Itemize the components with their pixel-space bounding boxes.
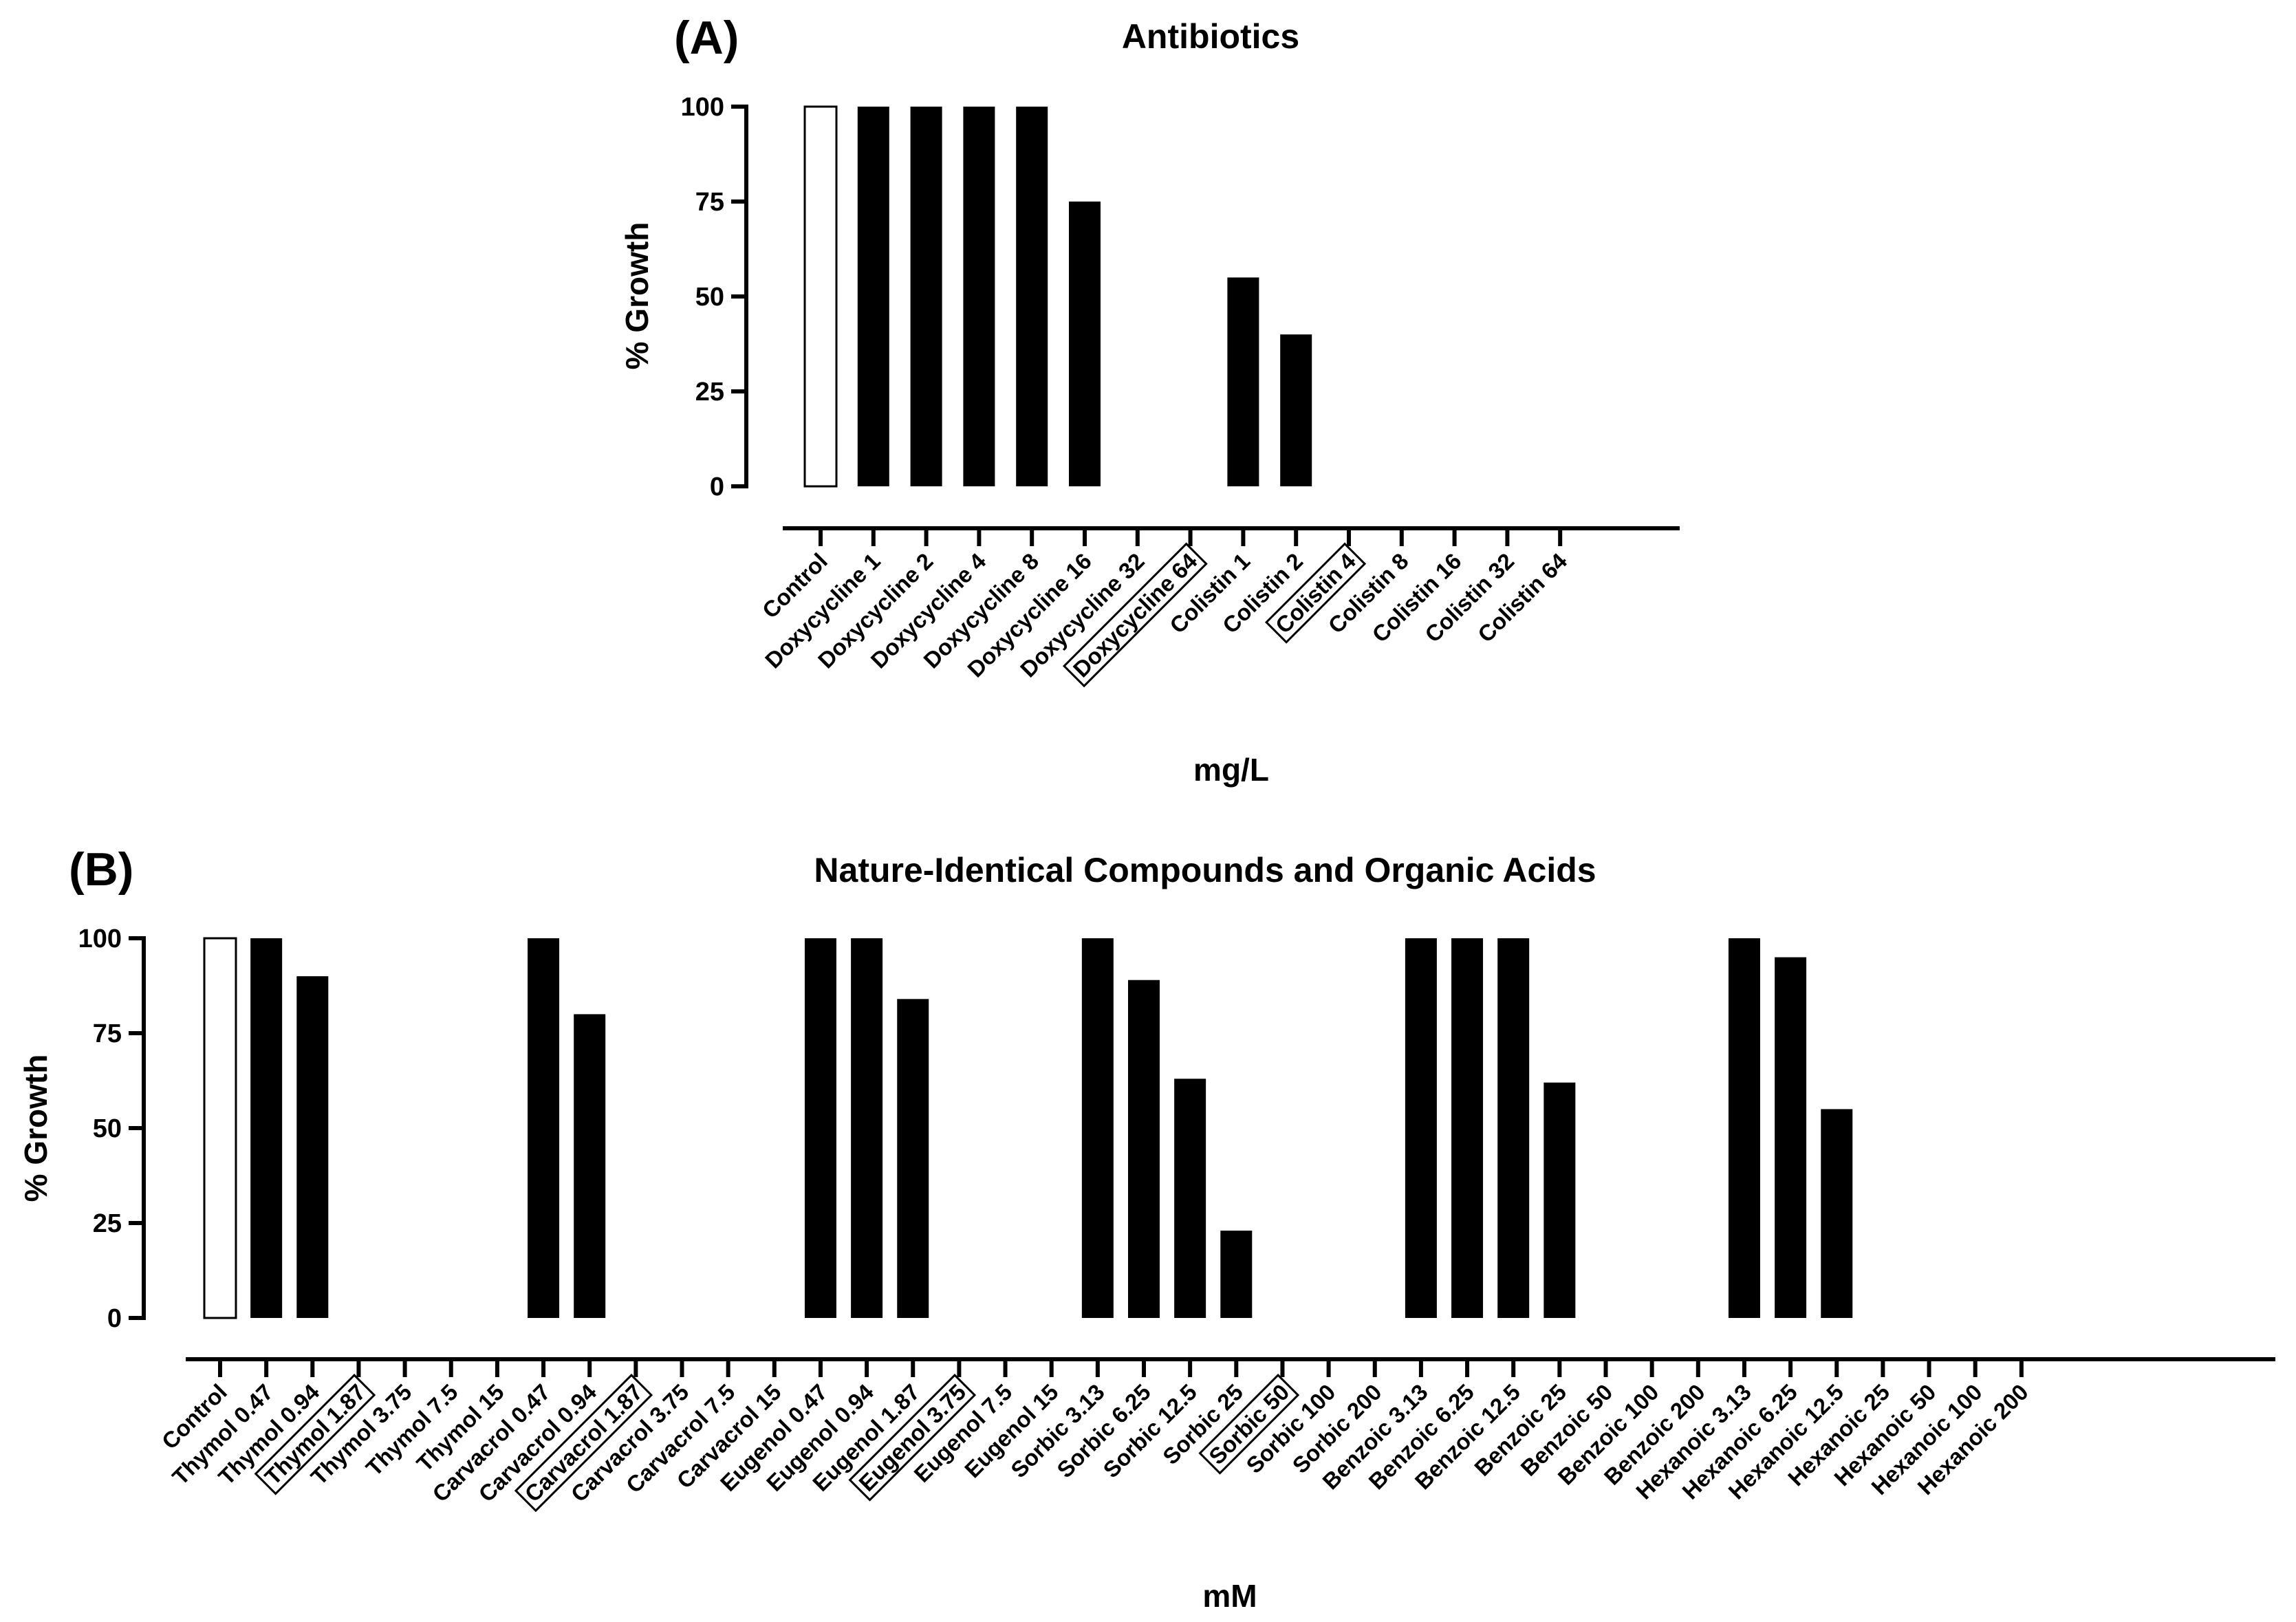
panel-a-y-axis: 0 25 50 75 100	[681, 93, 748, 501]
panel-b-chart: (B) Nature-Identical Compounds and Organ…	[18, 843, 2275, 1614]
panel-b-bar-benzoic-6-25	[1451, 938, 1484, 1318]
panel-b-y-axis: 0 25 50 75 100	[78, 924, 146, 1333]
panel-b-bar-sorbic-25	[1220, 1231, 1253, 1318]
panel-b-bars	[203, 937, 1853, 1319]
panel-a-title: Antibiotics	[1122, 17, 1299, 56]
panel-b-y-axis-label: % Growth	[18, 1055, 54, 1202]
panel-a-bar-doxycycline-2	[910, 107, 942, 486]
panel-b-highlight-box-eugenol-3-75	[848, 1374, 977, 1502]
panel-b-x-axis-label: mM	[1202, 1578, 1257, 1614]
panel-b-bar-hexanoic-12-5	[1821, 1109, 1853, 1318]
panel-b-bar-benzoic-12-5	[1497, 938, 1530, 1318]
panel-b-highlight-box-thymol-1-87	[254, 1374, 376, 1495]
panel-a-y-tick-label: 100	[681, 93, 724, 122]
panel-b-y-tick-label: 75	[93, 1019, 122, 1048]
panel-a-y-tick-label: 0	[710, 473, 724, 501]
panel-b-bar-carvacrol-0-94	[574, 1014, 606, 1318]
panel-a-bar-doxycycline-8	[1016, 107, 1048, 486]
panel-b-bar-thymol-0-47	[250, 938, 283, 1318]
panel-a-y-axis-label: % Growth	[619, 222, 655, 370]
panel-b-y-tick-label: 25	[93, 1209, 122, 1238]
panel-b-y-tick-label: 50	[93, 1114, 122, 1143]
panel-a-y-tick-label: 75	[695, 188, 724, 217]
panel-b-bar-benzoic-3-13	[1405, 938, 1437, 1318]
panel-a-y-tick-label: 25	[695, 378, 724, 407]
panel-b-bar-control	[203, 937, 237, 1319]
panel-b-y-tick-label: 100	[78, 924, 122, 953]
panel-b-highlight-box-carvacrol-1-87	[514, 1374, 653, 1513]
panel-a-x-axis-label: mg/L	[1193, 752, 1269, 788]
panel-a-bars	[803, 105, 1312, 488]
panel-a-bar-control	[803, 105, 838, 488]
panel-a-y-tick-label: 50	[695, 283, 724, 312]
panel-b-bar-eugenol-0-94	[851, 938, 883, 1318]
panel-a-bar-doxycycline-16	[1069, 202, 1101, 486]
panel-b-bar-carvacrol-0-47	[528, 938, 560, 1318]
panel-b-bar-eugenol-1-87	[897, 999, 929, 1318]
panel-a-highlight-box-doxycycline-64	[1062, 542, 1208, 688]
panel-a-bar-doxycycline-1	[857, 107, 889, 486]
panel-b-title: Nature-Identical Compounds and Organic A…	[814, 851, 1596, 889]
panel-b-bar-thymol-0-94	[296, 976, 329, 1318]
panel-b-bar-hexanoic-6-25	[1775, 957, 1807, 1318]
panel-a-label: (A)	[674, 12, 739, 64]
panel-b-bar-sorbic-12-5	[1174, 1079, 1206, 1318]
panel-b-highlight-box-sorbic-50	[1198, 1374, 1300, 1475]
panel-b-bar-sorbic-6-25	[1128, 980, 1160, 1318]
panel-b-bar-sorbic-3-13	[1081, 938, 1114, 1318]
panel-a-bar-colistin-1	[1227, 277, 1259, 486]
panel-b-y-tick-label: 0	[107, 1304, 122, 1333]
panel-b-bar-eugenol-0-47	[804, 938, 836, 1318]
panel-b-bar-hexanoic-3-13	[1728, 938, 1760, 1318]
panel-a-highlight-box-colistin-4	[1264, 542, 1367, 644]
panel-a-bar-colistin-2	[1280, 334, 1312, 486]
panel-b-bar-benzoic-25	[1544, 1082, 1576, 1318]
panel-a-bar-doxycycline-4	[963, 107, 995, 486]
panel-b-label: (B)	[69, 843, 133, 896]
